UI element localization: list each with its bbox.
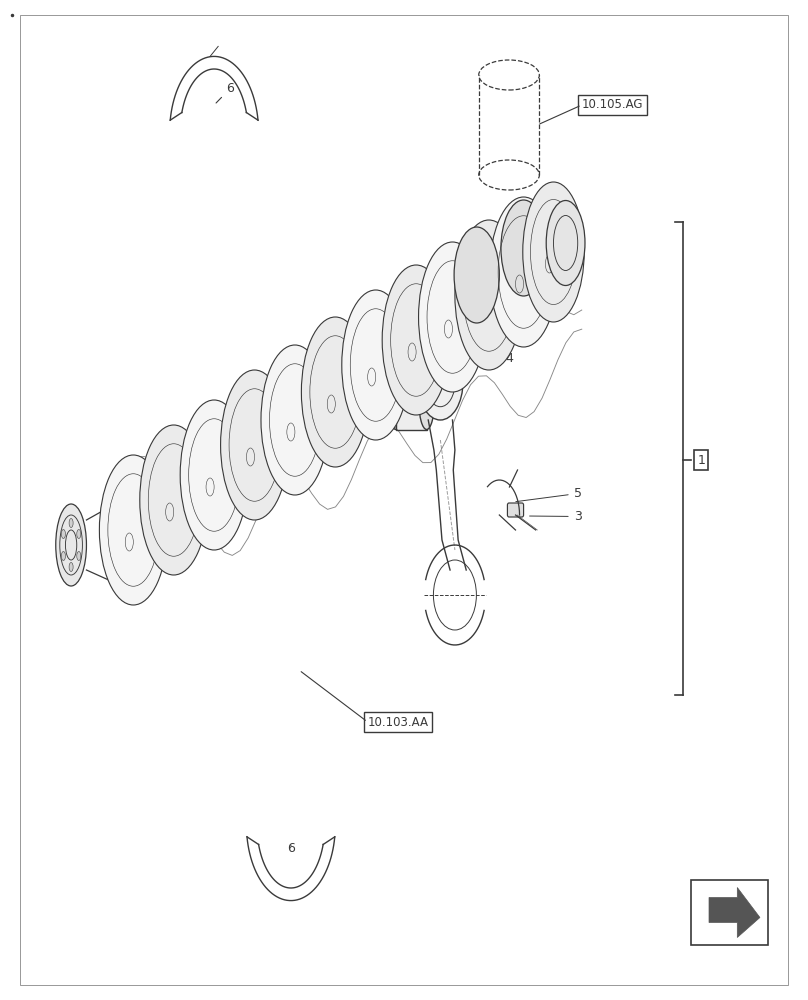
Text: 10.103.AA: 10.103.AA bbox=[368, 716, 428, 728]
Polygon shape bbox=[396, 374, 427, 430]
Ellipse shape bbox=[382, 265, 450, 415]
FancyBboxPatch shape bbox=[507, 503, 524, 517]
Ellipse shape bbox=[140, 425, 208, 575]
Ellipse shape bbox=[69, 562, 73, 572]
Ellipse shape bbox=[546, 200, 585, 286]
Ellipse shape bbox=[419, 374, 435, 430]
Ellipse shape bbox=[342, 290, 410, 440]
Ellipse shape bbox=[523, 182, 584, 322]
Ellipse shape bbox=[389, 374, 404, 430]
Ellipse shape bbox=[490, 197, 558, 347]
Polygon shape bbox=[691, 880, 768, 945]
Ellipse shape bbox=[180, 400, 248, 550]
Ellipse shape bbox=[261, 345, 329, 495]
Text: 1: 1 bbox=[697, 454, 705, 466]
Ellipse shape bbox=[61, 552, 65, 560]
Ellipse shape bbox=[69, 518, 73, 527]
Ellipse shape bbox=[77, 530, 81, 538]
Ellipse shape bbox=[61, 530, 65, 538]
Ellipse shape bbox=[419, 242, 486, 392]
Ellipse shape bbox=[77, 552, 81, 560]
Text: 6: 6 bbox=[216, 82, 234, 103]
Ellipse shape bbox=[221, 370, 288, 520]
Text: 3: 3 bbox=[529, 510, 582, 523]
Ellipse shape bbox=[56, 504, 86, 586]
Ellipse shape bbox=[454, 227, 499, 323]
Polygon shape bbox=[709, 888, 760, 938]
Text: 10.105.AG: 10.105.AG bbox=[582, 99, 643, 111]
Ellipse shape bbox=[301, 317, 369, 467]
Text: 5: 5 bbox=[516, 487, 582, 502]
Ellipse shape bbox=[501, 200, 546, 296]
Text: 6: 6 bbox=[287, 842, 295, 855]
Ellipse shape bbox=[418, 344, 463, 420]
Text: 4: 4 bbox=[451, 335, 513, 365]
Text: 2: 2 bbox=[402, 352, 416, 373]
Ellipse shape bbox=[99, 455, 167, 605]
Ellipse shape bbox=[455, 220, 523, 370]
